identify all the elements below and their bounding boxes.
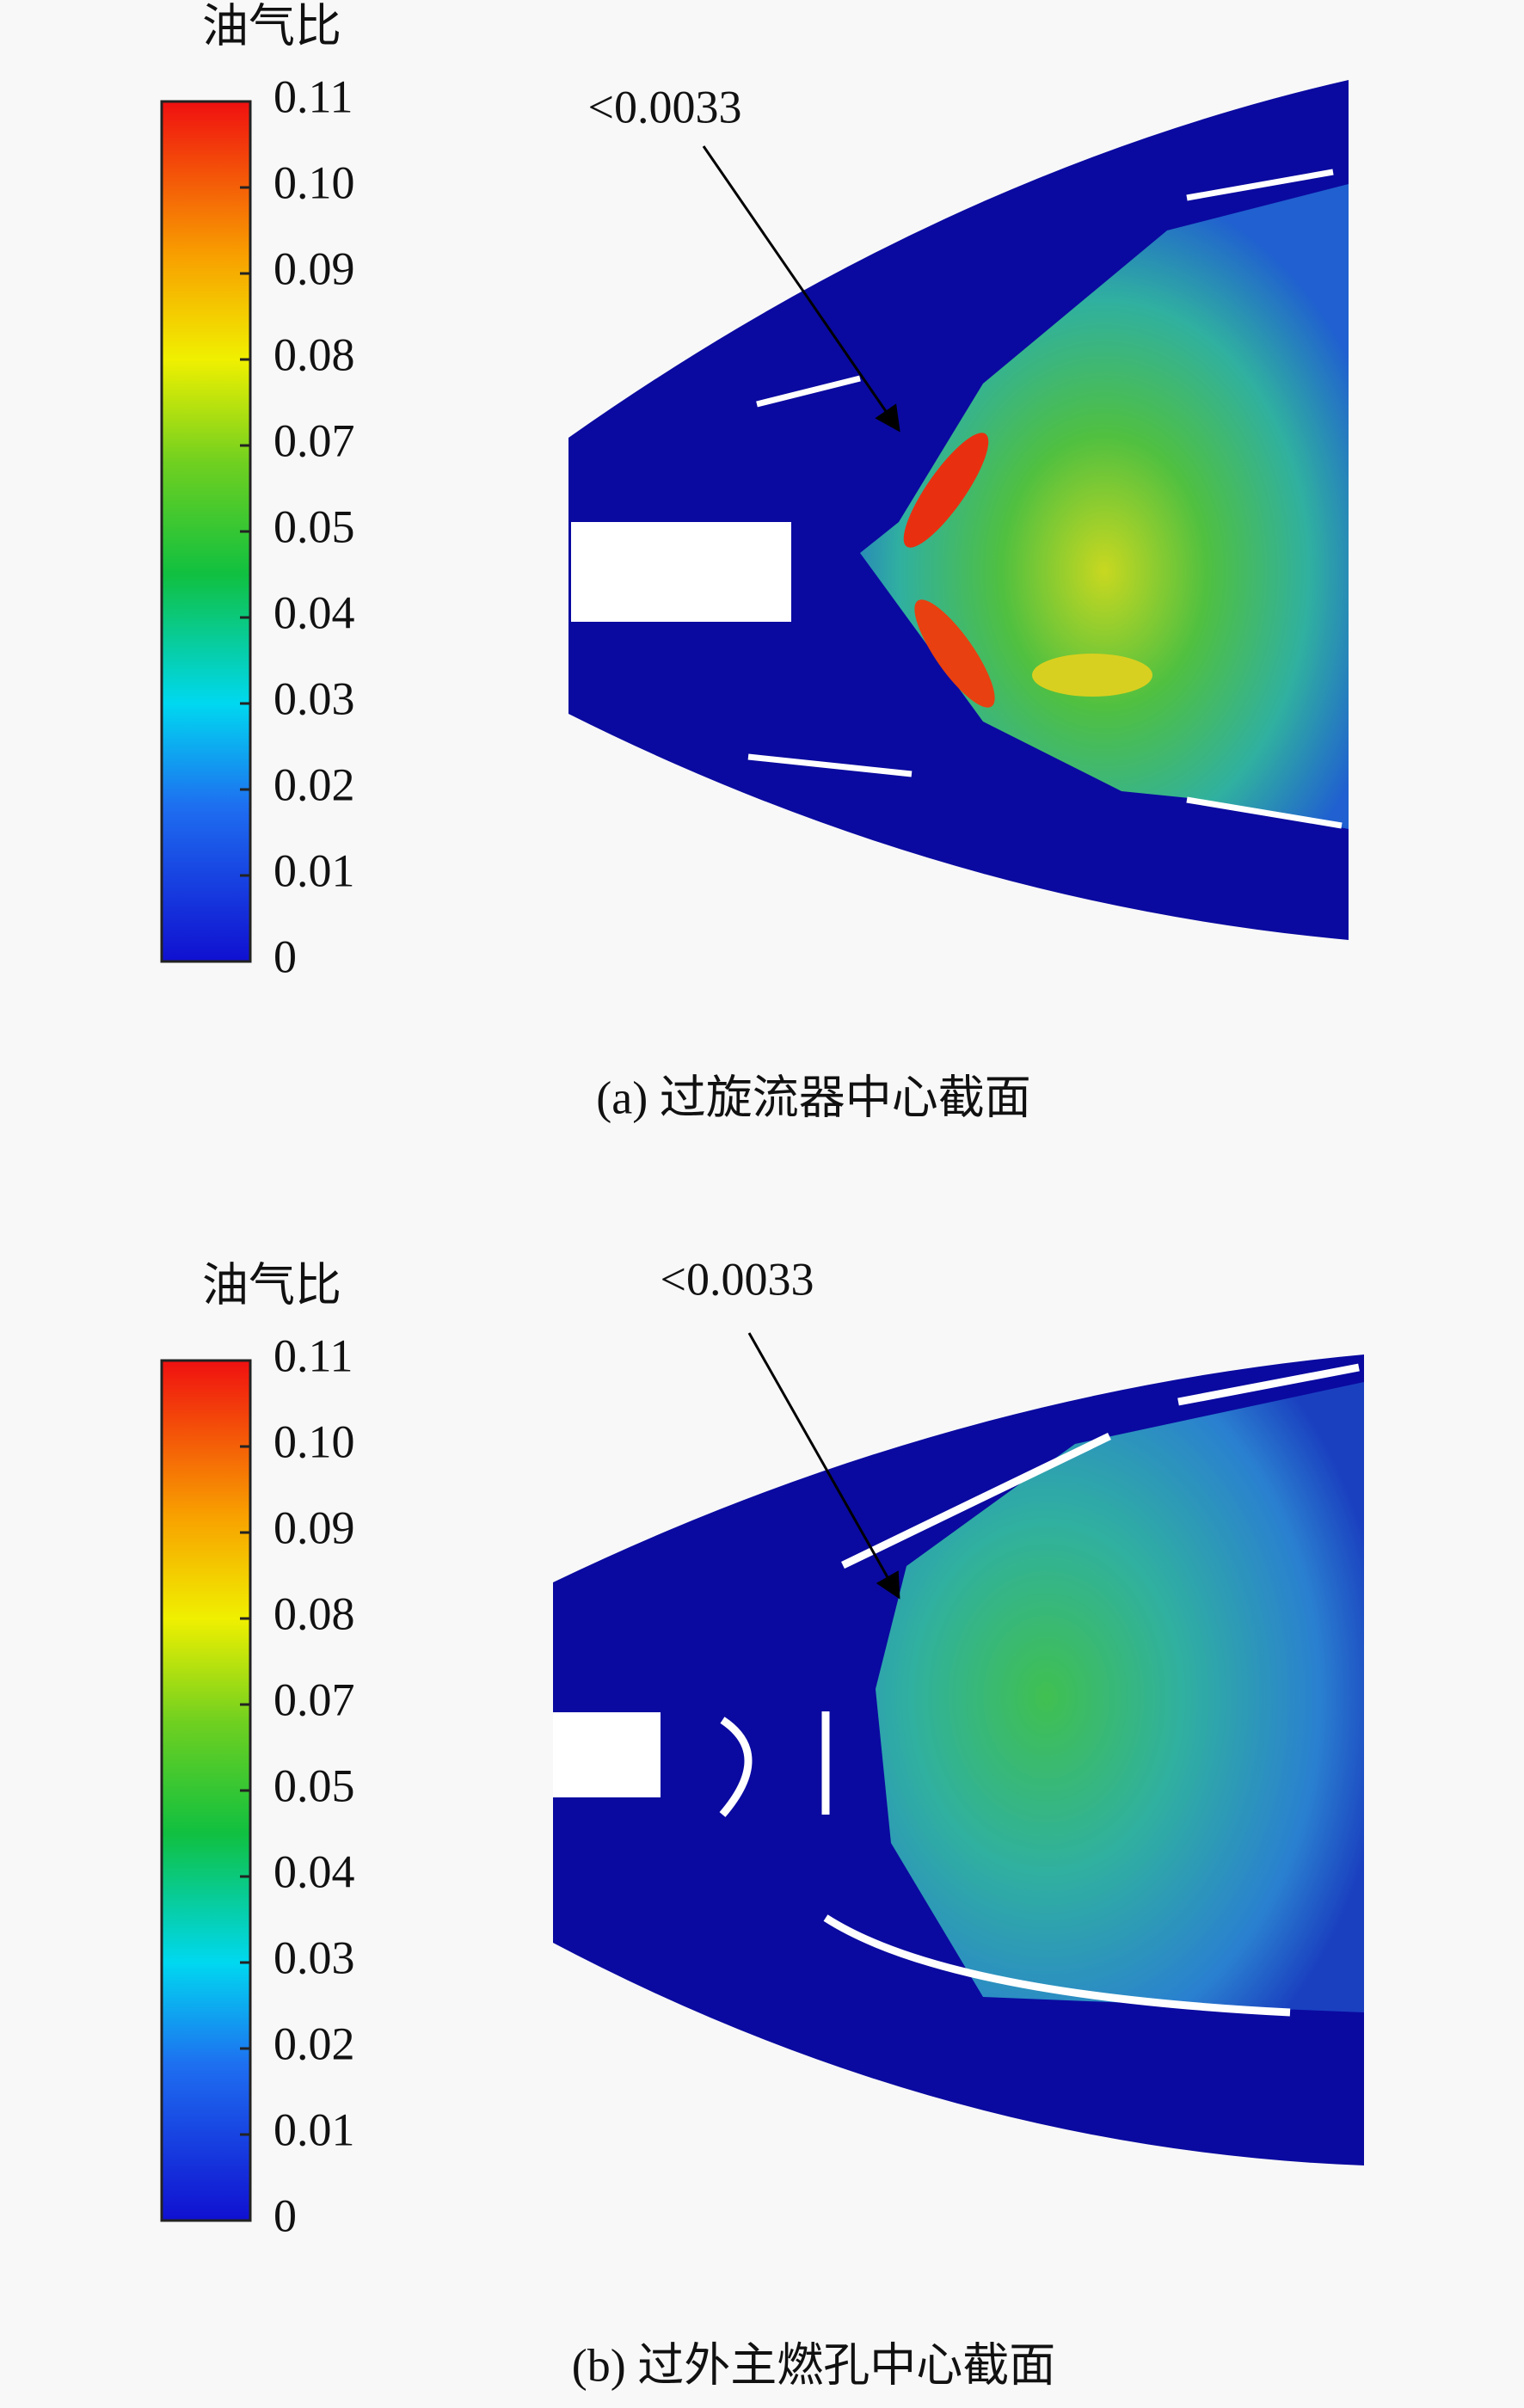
annotation: <0.0033 — [588, 81, 742, 132]
colorbar-tick-label: 0.02 — [273, 759, 355, 810]
colorbar-tick-label: 0.01 — [273, 845, 355, 896]
colorbar — [160, 1359, 252, 2222]
caption: (a) 过旋流器中心截面 — [596, 1072, 1030, 1123]
colorbar-title: 油气比 — [202, 0, 341, 52]
colorbar-tick-label: 0.01 — [273, 2104, 355, 2155]
annotation-arrow — [747, 1332, 900, 1600]
colorbar-tick-label: 0.07 — [273, 415, 355, 466]
colorbar-tick-label: 0.09 — [273, 243, 355, 294]
colorbar-tick-label: 0.03 — [273, 673, 355, 724]
colorbar-tick-label: 0.04 — [273, 587, 355, 638]
colorbar-tick-label: 0.10 — [273, 1416, 355, 1467]
annotation: <0.0033 — [661, 1253, 814, 1305]
caption: (b) 过外主燃孔中心截面 — [572, 2339, 1055, 2391]
colorbar-tick-label: 0 — [273, 931, 297, 982]
colorbar — [160, 100, 252, 963]
colorbar-tick-label: 0.10 — [273, 157, 355, 208]
colorbar-title: 油气比 — [202, 1259, 341, 1311]
colorbar-tick-label: 0.05 — [273, 501, 355, 552]
colorbar-tick-label: 0.08 — [273, 329, 355, 380]
colorbar-tick-label: 0.11 — [273, 71, 353, 122]
annotation-arrow — [702, 145, 900, 433]
contour-plot-a — [568, 80, 1349, 940]
colorbar-tick-label: 0.04 — [273, 1846, 355, 1897]
colorbar-tick-label: 0 — [273, 2190, 297, 2241]
colorbar-tick-label: 0.08 — [273, 1588, 355, 1639]
colorbar-tick-label: 0.07 — [273, 1674, 355, 1725]
colorbar-tick-label: 0.05 — [273, 1760, 355, 1811]
colorbar-tick-label: 0.09 — [273, 1502, 355, 1553]
contour-plot-b — [553, 1354, 1364, 2165]
colorbar-tick-label: 0.11 — [273, 1330, 353, 1381]
colorbar-tick-label: 0.02 — [273, 2018, 355, 2069]
colorbar-tick-label: 0.03 — [273, 1932, 355, 1983]
